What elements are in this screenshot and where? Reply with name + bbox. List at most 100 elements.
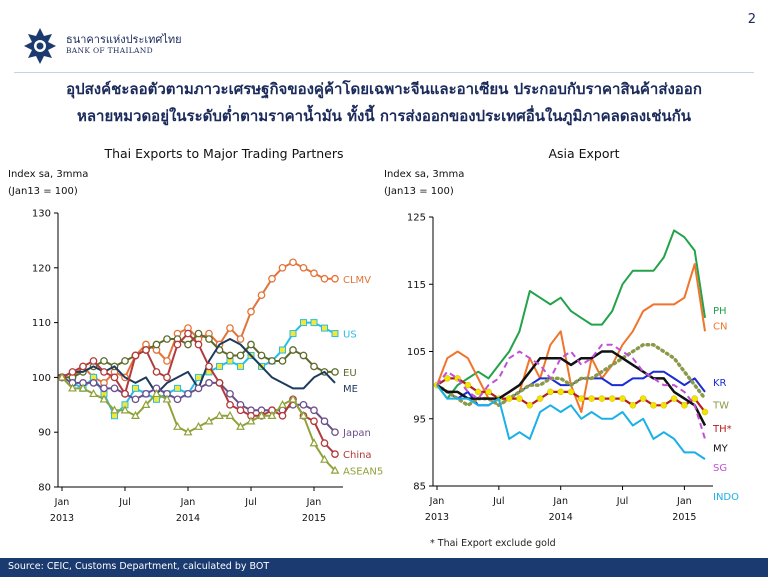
chart2-series-th-point — [536, 395, 544, 402]
chart1-series-asean5-point — [152, 388, 161, 398]
chart2-xtick-year: 2014 — [549, 512, 573, 523]
chart1-series-japan-point — [110, 384, 119, 393]
chart2-series-th-point — [608, 395, 616, 402]
chart2-xtick-year: 2015 — [672, 512, 696, 523]
chart1-series-asean5-point — [267, 410, 277, 419]
chart1-series-clmv-label: CLMV — [343, 275, 371, 286]
chart1-series-china-point — [236, 406, 245, 415]
chart1-series-clmv-point — [247, 307, 255, 316]
chart1-series-me-label: ME — [343, 384, 358, 395]
chart1-series-asean5-point — [225, 410, 235, 419]
chart2-title: Asia Export — [548, 146, 619, 161]
chart1-title: Thai Exports to Major Trading Partners — [103, 146, 343, 161]
chart1-series-eu-point — [226, 351, 234, 360]
page-number: 2 — [747, 12, 756, 27]
chart1-series-eu-point — [278, 357, 287, 365]
chart1-series-japan-point — [205, 379, 213, 387]
chart2-xtick-label: Jul — [616, 496, 628, 507]
chart2-series-th-point — [639, 395, 647, 402]
chart1-ytick-label: 100 — [32, 373, 51, 384]
chart1-series-eu-point — [289, 346, 297, 354]
chart1-ylabel-1: Index sa, 3mma — [8, 169, 88, 180]
chart2-series-ph-label: PH — [713, 306, 727, 317]
chart2-ytick-label: 95 — [413, 414, 426, 425]
chart2-series-th-point — [629, 402, 637, 409]
chart1-series-japan-point — [173, 395, 182, 404]
chart1-series-eu-point — [205, 335, 213, 343]
chart1-series-china-point — [121, 389, 129, 398]
chart1-series-asean5-point — [257, 410, 266, 419]
chart2-xtick-label: Jan — [552, 496, 568, 507]
chart1-ytick-label: 120 — [32, 263, 51, 274]
chart1-series-eu-point — [247, 340, 255, 349]
chart1-series-china-point — [194, 340, 203, 349]
chart1-series-asean5-point — [173, 421, 182, 430]
headline-line-1: อุปสงค์ชะลอตัวตามภาวะเศรษฐกิจของคู่ค้าโด… — [66, 80, 702, 98]
chart1-series-asean5-point — [236, 421, 245, 430]
chart1-series-asean5-point — [120, 405, 130, 414]
chart1-series-china-point — [215, 379, 224, 387]
chart1-series-china-point — [184, 329, 192, 338]
chart1-xtick-year: 2014 — [176, 513, 200, 524]
chart1-series-asean5-point — [246, 416, 256, 425]
chart2-xtick-label: Jan — [429, 496, 445, 507]
header-divider — [14, 72, 754, 73]
chart1-series-japan-point — [194, 384, 203, 393]
chart1-series-clmv-point — [320, 274, 329, 283]
chart1-ytick-label: 110 — [32, 318, 51, 329]
chart1-xtick-label: Jul — [244, 497, 256, 508]
chart1-ytick-label: 80 — [38, 483, 51, 494]
chart1-xtick-year: 2013 — [50, 513, 74, 524]
chart2-ytick-label: 125 — [407, 213, 426, 224]
chart2-series-indo-line — [436, 384, 706, 460]
chart1-series-clmv-point — [257, 291, 266, 300]
chart2-ylabel-2: (Jan13 = 100) — [384, 186, 454, 197]
chart1-series-asean5-point — [278, 399, 287, 408]
chart1-xtick-label: Jan — [180, 497, 196, 508]
chart1-series-asean5-point — [131, 410, 140, 419]
chart2-series-th-point — [588, 395, 595, 402]
chart1-series-china-point — [110, 373, 119, 382]
chart1-series-asean5-point — [141, 399, 151, 408]
chart1-series-asean5-point — [299, 410, 308, 419]
chart1-series-china-point — [331, 450, 339, 458]
chart1-series-asean5-point — [320, 454, 329, 463]
chart2-series-th-point — [681, 402, 688, 409]
chart2-series-th-point — [650, 402, 657, 409]
chart1-series-clmv-point — [226, 324, 234, 332]
chart2-series-my-label: MY — [713, 443, 729, 454]
chart1-series-eu-point — [184, 340, 192, 349]
chart1-series-us-point — [195, 373, 202, 381]
chart1-series-us-point — [132, 384, 139, 392]
chart1-xtick-label: Jan — [54, 497, 70, 508]
chart2-series-th-point — [505, 395, 513, 402]
chart2-series-th-label: TH* — [712, 424, 732, 435]
chart1-ytick-label: 130 — [32, 209, 51, 220]
chart1-series-china-point — [278, 411, 287, 420]
chart1-xtick-label: Jul — [118, 497, 130, 508]
chart1-series-eu-point — [100, 357, 108, 365]
chart2-series-sg-label: SG — [713, 463, 727, 474]
chart2-series-th-point — [691, 395, 698, 402]
chart1-series-us-point — [321, 324, 328, 332]
chart1-series-china-point — [100, 368, 108, 376]
chart1-series-clmv-point — [331, 274, 339, 283]
chart1-series-china-point — [152, 368, 161, 376]
chart1-series-clmv-point — [236, 335, 245, 343]
chart2-series-th-point — [474, 388, 482, 396]
chart1-series-us-label: US — [343, 330, 357, 341]
chart1-series-japan-point — [320, 417, 329, 426]
chart1-series-us-point — [331, 330, 339, 338]
chart1-series-japan-point — [89, 379, 98, 387]
chart1-series-china-point — [79, 362, 87, 371]
chart1-series-asean5-point — [288, 394, 298, 403]
chart1-series-us-point — [216, 362, 223, 370]
chart1-series-us-point — [289, 330, 297, 338]
chart1-series-japan-label: Japan — [342, 428, 371, 439]
chart1-series-asean5-point — [215, 410, 224, 419]
chart1-series-china-point — [173, 340, 182, 349]
chart2-ylabel-1: Index sa, 3mma — [384, 169, 464, 180]
chart2-series-th-point — [670, 395, 678, 402]
chart2-series-cn-label: CN — [713, 321, 727, 332]
